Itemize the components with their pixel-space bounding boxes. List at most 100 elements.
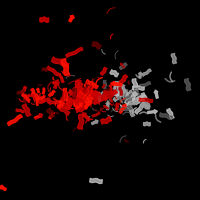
- Polygon shape: [139, 98, 153, 102]
- Polygon shape: [107, 92, 109, 96]
- Polygon shape: [75, 87, 88, 93]
- Polygon shape: [185, 79, 191, 91]
- Polygon shape: [110, 91, 112, 95]
- Polygon shape: [85, 93, 96, 102]
- Polygon shape: [94, 92, 99, 104]
- Polygon shape: [103, 81, 106, 89]
- Polygon shape: [126, 92, 129, 100]
- Polygon shape: [32, 92, 38, 98]
- Polygon shape: [63, 88, 68, 101]
- Polygon shape: [84, 83, 94, 96]
- Polygon shape: [90, 178, 102, 183]
- Polygon shape: [82, 89, 90, 95]
- Polygon shape: [116, 103, 119, 110]
- Polygon shape: [139, 82, 151, 88]
- Polygon shape: [106, 93, 112, 97]
- Polygon shape: [134, 88, 138, 96]
- Polygon shape: [76, 83, 83, 100]
- Polygon shape: [126, 91, 134, 102]
- Polygon shape: [47, 66, 59, 76]
- Polygon shape: [22, 94, 30, 101]
- Polygon shape: [120, 63, 125, 68]
- Polygon shape: [144, 101, 150, 109]
- Polygon shape: [77, 92, 83, 101]
- Polygon shape: [106, 101, 110, 110]
- Polygon shape: [67, 97, 83, 103]
- Polygon shape: [42, 68, 47, 71]
- Polygon shape: [120, 106, 132, 111]
- Polygon shape: [59, 107, 70, 115]
- Polygon shape: [148, 110, 157, 114]
- Polygon shape: [132, 79, 138, 91]
- Polygon shape: [92, 41, 101, 49]
- Polygon shape: [66, 98, 72, 107]
- Polygon shape: [125, 94, 134, 102]
- Polygon shape: [72, 88, 77, 99]
- Polygon shape: [77, 91, 92, 105]
- Polygon shape: [96, 92, 110, 104]
- Polygon shape: [120, 88, 125, 95]
- Polygon shape: [85, 97, 93, 109]
- Polygon shape: [36, 94, 40, 100]
- Polygon shape: [24, 99, 30, 103]
- Polygon shape: [114, 82, 119, 96]
- Polygon shape: [129, 97, 135, 101]
- Polygon shape: [95, 91, 103, 97]
- Polygon shape: [39, 100, 45, 104]
- Polygon shape: [88, 87, 92, 99]
- Polygon shape: [47, 108, 55, 118]
- Polygon shape: [84, 82, 92, 93]
- Polygon shape: [22, 104, 31, 116]
- Polygon shape: [52, 82, 57, 84]
- Polygon shape: [61, 92, 67, 101]
- Polygon shape: [111, 81, 122, 86]
- Polygon shape: [24, 94, 29, 99]
- Polygon shape: [101, 117, 112, 124]
- Polygon shape: [159, 113, 173, 119]
- Polygon shape: [130, 100, 138, 105]
- Polygon shape: [126, 99, 135, 104]
- Polygon shape: [36, 94, 38, 100]
- Polygon shape: [0, 185, 6, 191]
- Polygon shape: [77, 88, 84, 98]
- Polygon shape: [27, 94, 33, 97]
- Polygon shape: [132, 100, 138, 105]
- Polygon shape: [87, 90, 100, 96]
- Polygon shape: [103, 90, 110, 98]
- Polygon shape: [118, 87, 124, 96]
- Polygon shape: [57, 101, 64, 109]
- Polygon shape: [78, 90, 84, 100]
- Polygon shape: [75, 103, 82, 109]
- Polygon shape: [49, 112, 54, 119]
- Polygon shape: [32, 94, 35, 99]
- Polygon shape: [41, 98, 50, 101]
- Polygon shape: [104, 90, 117, 101]
- Polygon shape: [119, 104, 126, 113]
- Polygon shape: [131, 95, 135, 101]
- Polygon shape: [61, 59, 70, 75]
- Polygon shape: [82, 88, 88, 100]
- Polygon shape: [31, 88, 35, 94]
- Polygon shape: [154, 90, 158, 98]
- Polygon shape: [41, 96, 45, 99]
- Polygon shape: [117, 88, 128, 101]
- Polygon shape: [92, 112, 100, 117]
- Polygon shape: [54, 80, 59, 88]
- Polygon shape: [104, 106, 108, 109]
- Polygon shape: [67, 99, 73, 110]
- Polygon shape: [126, 103, 135, 117]
- Polygon shape: [138, 72, 142, 78]
- Polygon shape: [127, 96, 132, 103]
- Polygon shape: [49, 90, 55, 97]
- Polygon shape: [35, 114, 42, 119]
- Polygon shape: [133, 86, 144, 90]
- Polygon shape: [17, 90, 25, 94]
- Polygon shape: [131, 96, 142, 102]
- Polygon shape: [139, 98, 145, 103]
- Polygon shape: [108, 93, 110, 99]
- Polygon shape: [58, 103, 69, 109]
- Polygon shape: [98, 92, 105, 97]
- Polygon shape: [135, 103, 145, 114]
- Polygon shape: [47, 100, 59, 105]
- Polygon shape: [125, 92, 138, 105]
